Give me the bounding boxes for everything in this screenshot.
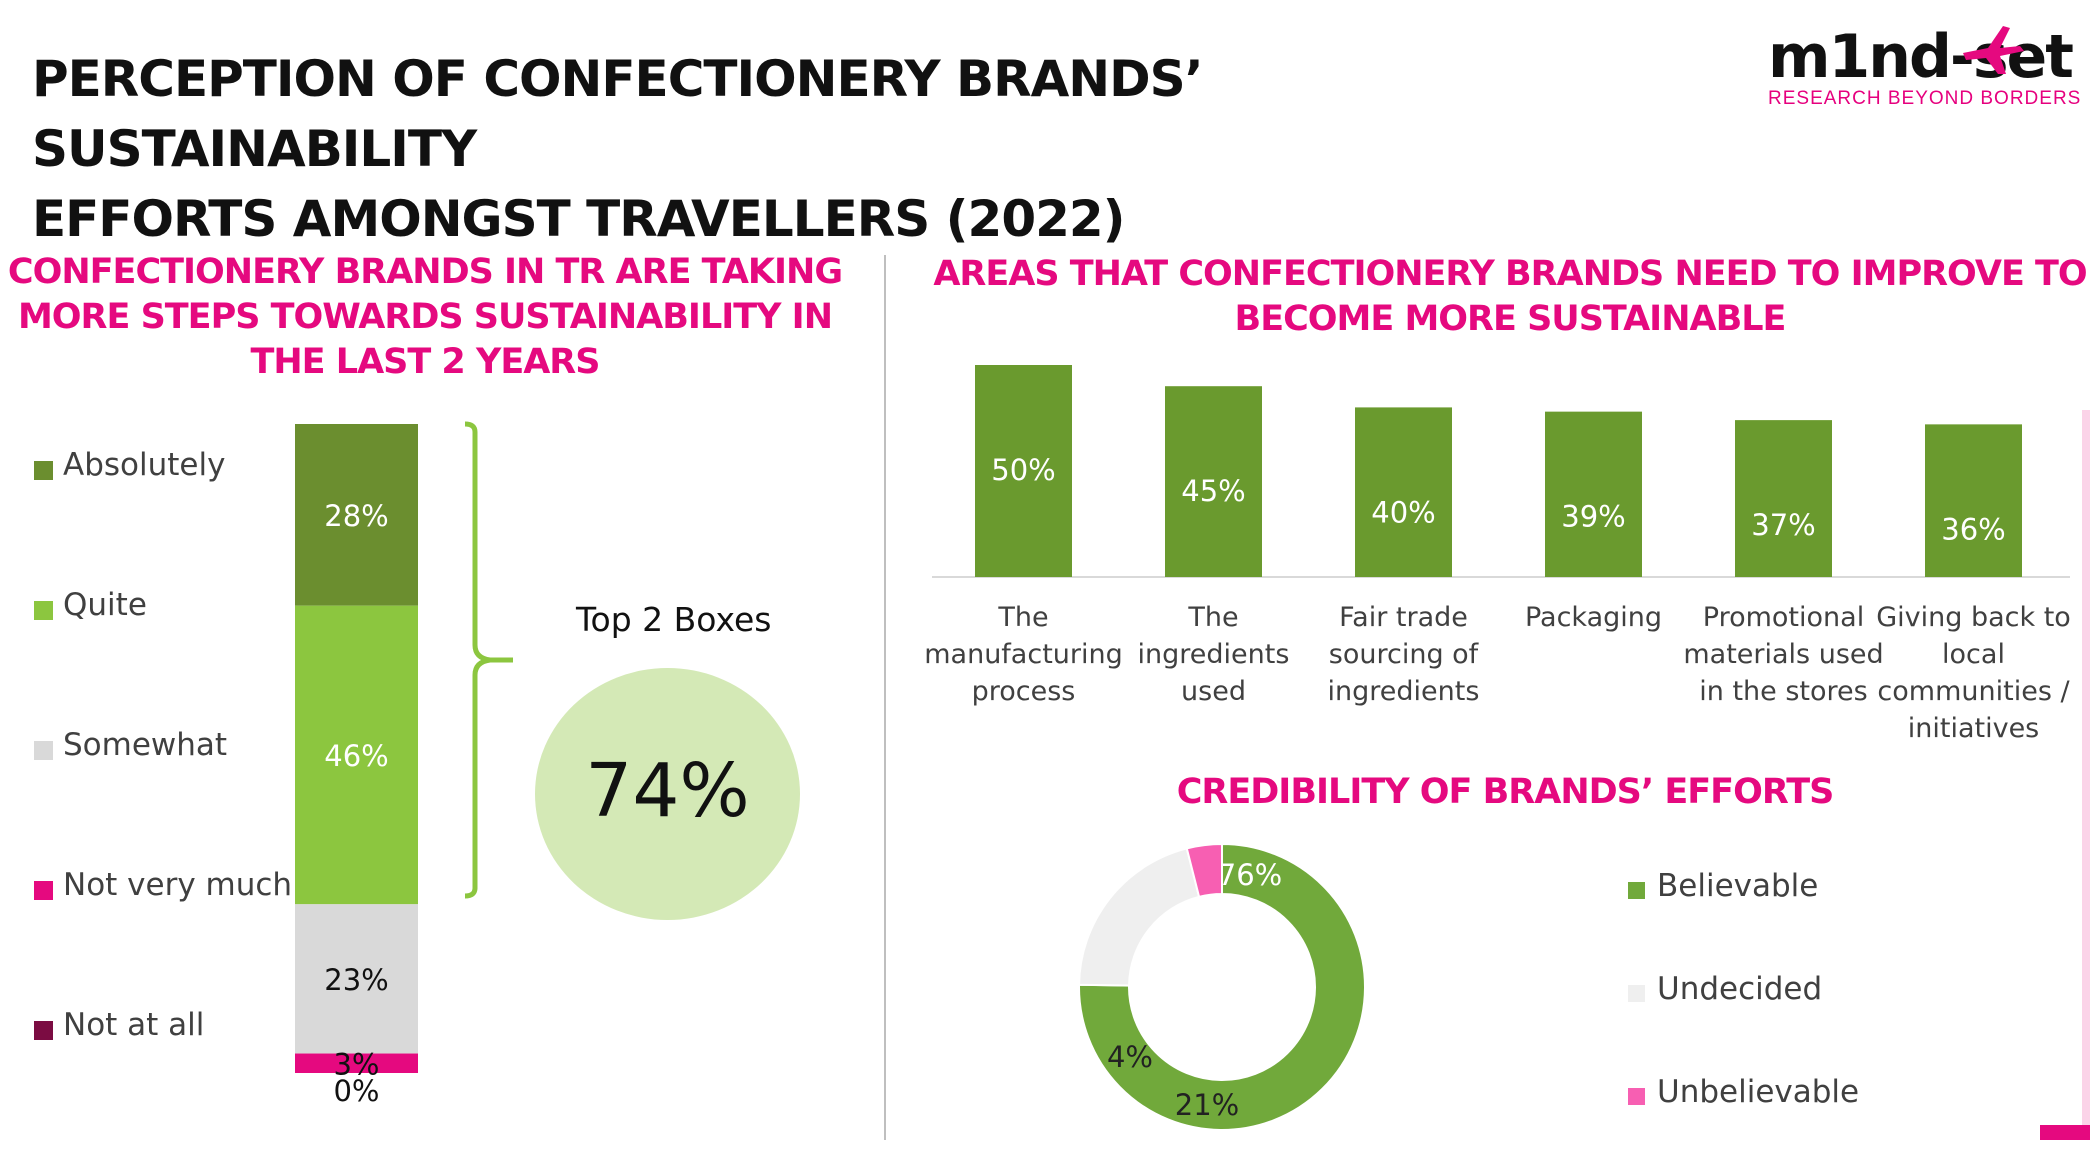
- side-accent-tab: [2040, 1125, 2090, 1140]
- top2-bracket: [464, 421, 513, 899]
- panel-divider: [884, 255, 886, 1140]
- column-value-label-4: 39%: [1561, 500, 1625, 534]
- legend-label-somewhat: Somewhat: [63, 727, 228, 763]
- stacked-segment-not-very-much: [295, 1053, 418, 1073]
- stacked-segment-quite: [295, 605, 418, 905]
- stacked-label-not-at-all: 0%: [333, 1074, 379, 1108]
- donut-legend-swatch-unbelievable: [1628, 1088, 1645, 1105]
- column-value-label-1: 50%: [991, 453, 1055, 487]
- stacked-segment-somewhat: [295, 904, 418, 1054]
- donut-label-undecided: 21%: [1175, 1088, 1239, 1122]
- top2-value: 74%: [585, 748, 750, 834]
- stacked-bar-chart: 28% 46% 23% 3%0%: [295, 421, 513, 1108]
- page-title-line-1: PERCEPTION OF CONFECTIONERY BRANDS’ SUST…: [32, 50, 1204, 178]
- logo-tagline: RESEARCH BEYOND BORDERS: [1768, 88, 2082, 109]
- column-bar-2: [1165, 386, 1262, 577]
- legend-label-not-very-much: Not very much: [63, 867, 293, 903]
- donut-slice-undecided: [1078, 847, 1201, 987]
- column-category-label-4: Packaging: [1525, 602, 1662, 633]
- column-category-label-1: The manufacturing process: [924, 602, 1123, 707]
- right-top-panel-title-line-2: BECOME MORE SUSTAINABLE: [1234, 299, 1787, 339]
- legend-swatch-somewhat: [34, 741, 53, 760]
- logo-wordmark: m1nd-set: [1768, 22, 2074, 92]
- column-category-label-2: The ingredients used: [1138, 602, 1290, 707]
- stacked-label-not-very-much: 3%: [333, 1047, 379, 1081]
- column-bar-1: [975, 365, 1072, 577]
- left-panel-title-line-3: THE LAST 2 YEARS: [250, 342, 601, 382]
- donut-legend-swatch-undecided: [1628, 985, 1645, 1002]
- column-bar-6: [1925, 424, 2022, 577]
- column-value-label-6: 36%: [1941, 512, 2005, 546]
- donut-label-believable: 76%: [1218, 858, 1282, 892]
- donut-label-unbelievable: 4%: [1107, 1040, 1153, 1074]
- legend-label-not-at-all: Not at all: [63, 1007, 205, 1043]
- column-bar-5: [1735, 420, 1832, 577]
- left-panel-title-line-2: MORE STEPS TOWARDS SUSTAINABILITY IN: [17, 297, 833, 337]
- stacked-label-absolutely: 28%: [324, 499, 388, 533]
- legend-swatch-not-at-all: [34, 1021, 53, 1040]
- column-value-label-5: 37%: [1751, 508, 1815, 542]
- mindset-logo: m1nd-set RESEARCH BEYOND BORDERS: [1760, 18, 2090, 118]
- legend-swatch-not-very-much: [34, 881, 53, 900]
- page-title: PERCEPTION OF CONFECTIONERY BRANDS’ SUST…: [32, 44, 1632, 254]
- stacked-label-somewhat: 23%: [324, 963, 388, 997]
- improvement-areas-chart: 50% The manufacturing process 45% The ingredie…: [924, 365, 2071, 744]
- donut-legend-swatch-believable: [1628, 882, 1645, 899]
- legend-swatch-absolutely: [34, 461, 53, 480]
- donut-legend-label-undecided: Undecided: [1657, 971, 1823, 1007]
- top2-circle: [535, 668, 800, 920]
- legend-label-quite: Quite: [63, 587, 147, 623]
- column-bar-4: [1545, 411, 1642, 577]
- donut-legend-label-unbelievable: Unbelievable: [1657, 1074, 1860, 1110]
- right-top-panel-title: AREAS THAT CONFECTIONERY BRANDS NEED TO …: [910, 252, 2098, 342]
- credibility-donut-chart: 76% 21% 4%: [1078, 842, 1366, 1131]
- top2-label: Top 2 Boxes: [576, 600, 772, 639]
- left-panel-title-line-1: CONFECTIONERY BRANDS IN TR ARE TAKING: [7, 252, 843, 292]
- donut-legend-label-believable: Believable: [1657, 868, 1819, 904]
- column-value-label-3: 40%: [1371, 495, 1435, 529]
- right-bottom-panel-title: CREDIBILITY OF BRANDS’ EFFORTS: [1080, 770, 1930, 815]
- right-top-panel-title-line-1: AREAS THAT CONFECTIONERY BRANDS NEED TO …: [933, 254, 2087, 294]
- column-value-label-2: 45%: [1181, 474, 1245, 508]
- column-category-label-5: Promotional materials used in the stores: [1683, 602, 1883, 707]
- column-category-label-6: Giving back to local communities / initiati…: [1876, 602, 2071, 744]
- stacked-segment-absolutely: [295, 424, 418, 606]
- column-category-label-3: Fair trade sourcing of ingredients: [1328, 602, 1480, 707]
- column-bar-3: [1355, 407, 1452, 577]
- side-accent-bar: [2082, 410, 2090, 1140]
- left-panel-title: CONFECTIONERY BRANDS IN TR ARE TAKING MO…: [0, 250, 850, 385]
- right-bottom-panel-title-line-1: CREDIBILITY OF BRANDS’ EFFORTS: [1176, 772, 1835, 812]
- legend-swatch-quite: [34, 601, 53, 620]
- stacked-label-quite: 46%: [324, 739, 388, 773]
- legend-label-absolutely: Absolutely: [63, 447, 226, 483]
- airplane-icon: [1963, 26, 2024, 74]
- donut-slice-believable: [1078, 842, 1366, 1131]
- donut-slice-unbelievable: [1185, 842, 1223, 899]
- page-title-line-2: EFFORTS AMONGST TRAVELLERS (2022): [32, 190, 1126, 248]
